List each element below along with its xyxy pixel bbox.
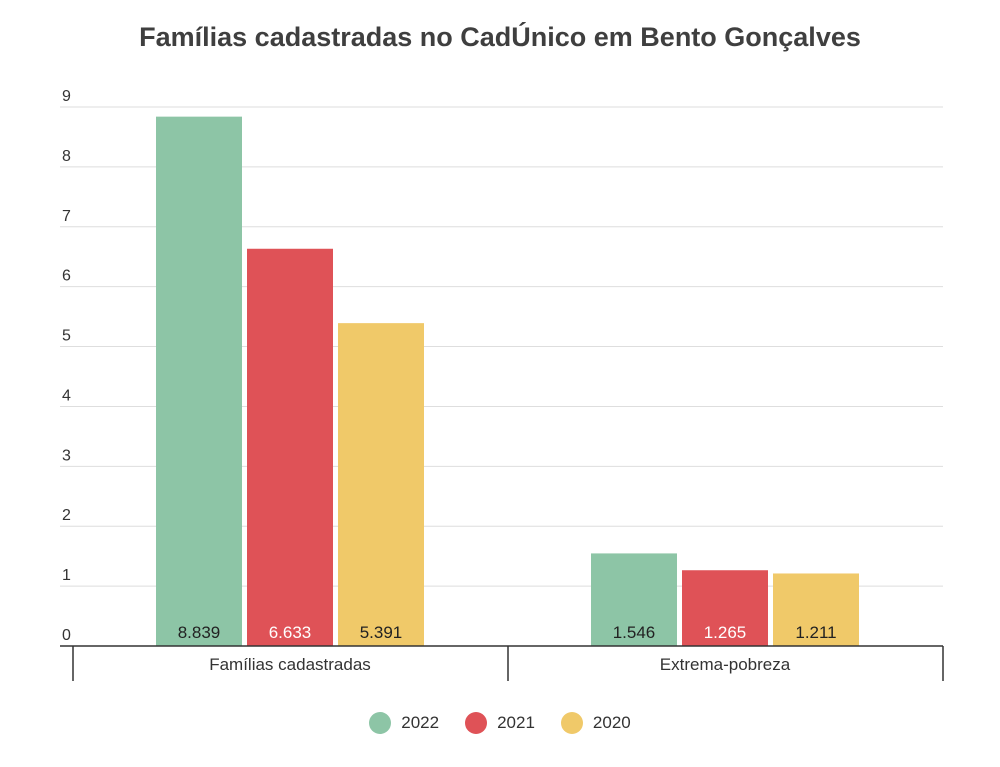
x-category-label: Extrema-pobreza — [660, 655, 791, 674]
bars: 8.839 6.633 5.391 1.546 1.265 1.211 — [156, 116, 859, 647]
bar — [247, 248, 333, 646]
legend-label: 2021 — [497, 713, 535, 732]
bar — [773, 573, 859, 646]
y-tick-label: 2 — [62, 507, 71, 524]
legend-label: 2022 — [401, 713, 440, 732]
legend-swatch — [369, 712, 392, 734]
legend-item: 2021 — [465, 712, 535, 734]
data-label: 5.391 — [360, 623, 403, 642]
y-tick-label: 9 — [62, 88, 71, 105]
chart-title: Famílias cadastradas no CadÚnico em Bent… — [139, 22, 861, 52]
y-tick-label: 7 — [62, 208, 71, 225]
data-label: 1.546 — [613, 623, 656, 642]
data-label: 8.839 — [178, 623, 221, 642]
bar — [682, 570, 768, 646]
x-axis: Famílias cadastradas Extrema-pobreza — [60, 645, 944, 681]
y-axis-ticks: 0 1 2 3 4 5 6 7 8 9 — [62, 88, 71, 644]
data-label: 1.211 — [795, 623, 836, 642]
data-label: 6.633 — [269, 623, 312, 642]
y-tick-label: 6 — [62, 268, 71, 285]
bar — [156, 116, 242, 647]
y-tick-label: 0 — [62, 627, 71, 644]
y-tick-label: 1 — [62, 567, 71, 584]
legend-swatch — [560, 712, 583, 734]
y-tick-label: 3 — [62, 447, 71, 464]
data-label: 1.265 — [704, 623, 747, 642]
legend-label: 2020 — [592, 713, 631, 732]
y-tick-label: 4 — [62, 387, 71, 404]
y-tick-label: 5 — [62, 328, 71, 345]
y-tick-label: 8 — [62, 148, 71, 165]
legend: 2022 2021 2020 — [0, 712, 1000, 734]
bar — [338, 323, 424, 646]
x-category-label: Famílias cadastradas — [209, 655, 371, 674]
legend-swatch — [465, 712, 488, 734]
bar — [591, 553, 677, 646]
legend-item: 2022 — [369, 712, 439, 734]
legend-item: 2020 — [560, 712, 631, 734]
